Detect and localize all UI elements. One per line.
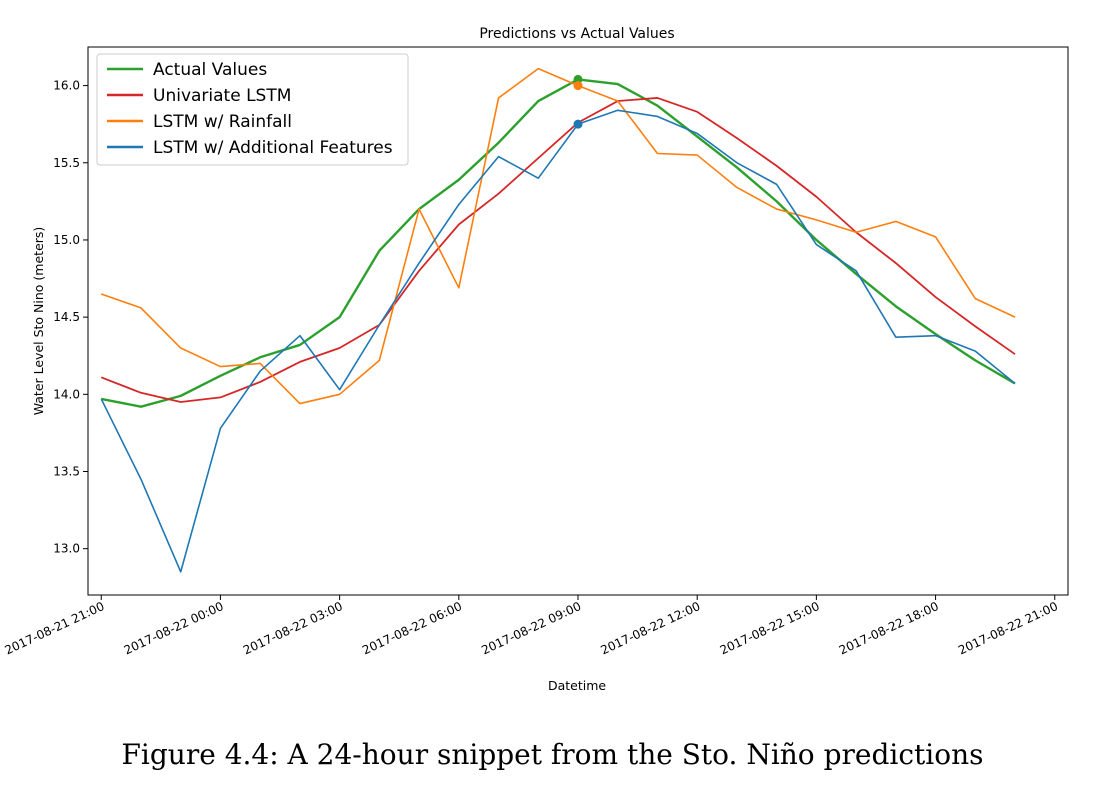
y-tick-label: 13.5 <box>53 465 80 479</box>
x-tick-label: 2017-08-22 12:00 <box>599 599 703 657</box>
legend-label-actual-values: Actual Values <box>153 60 267 80</box>
x-tick-label: 2017-08-21 21:00 <box>3 599 107 657</box>
line-chart: Predictions vs Actual Values 13.0 13.5 14.… <box>3 26 1069 693</box>
y-tick-label: 13.0 <box>53 542 80 556</box>
series-line-lstm-w-additional-features <box>100 109 1016 573</box>
y-tick-label: 14.0 <box>53 387 80 401</box>
y-axis-label: Water Level Sto Nino (meters) <box>31 227 46 416</box>
x-tick-label: 2017-08-22 00:00 <box>122 599 226 657</box>
legend: Actual Values Univariate LSTM LSTM w/ Rain… <box>96 53 409 166</box>
y-tick-label: 15.0 <box>53 233 80 247</box>
marker-lstm-w-rainfall <box>573 81 583 91</box>
x-tick-label: 2017-08-22 18:00 <box>837 599 941 657</box>
series-line-lstm-w-rainfall <box>100 67 1016 405</box>
marker-lstm-w-additional-features <box>573 119 583 129</box>
x-tick-label: 2017-08-22 09:00 <box>479 599 583 657</box>
legend-label-univariate-lstm: Univariate LSTM <box>153 86 291 106</box>
y-axis: 13.0 13.5 14.0 14.5 15.0 15.5 16.0 <box>53 79 88 556</box>
chart-title: Predictions vs Actual Values <box>479 26 674 42</box>
marker-actual-values <box>573 74 583 84</box>
legend-label-lstm-w-rainfall: LSTM w/ Rainfall <box>153 112 292 132</box>
series-line-actual-values <box>101 78 1016 408</box>
y-tick-label: 16.0 <box>53 79 80 93</box>
figure-caption: Figure 4.4: A 24-hour snippet from the S… <box>121 738 984 771</box>
y-tick-label: 14.5 <box>53 310 80 324</box>
x-axis-label: Datetime <box>548 678 606 693</box>
y-tick-label: 15.5 <box>53 156 80 170</box>
x-tick-label: 2017-08-22 15:00 <box>718 599 822 657</box>
series-layer <box>100 67 1016 573</box>
x-tick-label: 2017-08-22 21:00 <box>956 599 1060 657</box>
legend-box <box>96 53 409 166</box>
legend-label-lstm-w-additional-features: LSTM w/ Additional Features <box>153 138 393 158</box>
x-tick-label: 2017-08-22 06:00 <box>360 599 464 657</box>
x-axis: 2017-08-21 21:00 2017-08-22 00:00 2017-08-… <box>3 595 1060 657</box>
x-tick-label: 2017-08-22 03:00 <box>241 599 345 657</box>
series-line-univariate-lstm <box>100 97 1016 403</box>
